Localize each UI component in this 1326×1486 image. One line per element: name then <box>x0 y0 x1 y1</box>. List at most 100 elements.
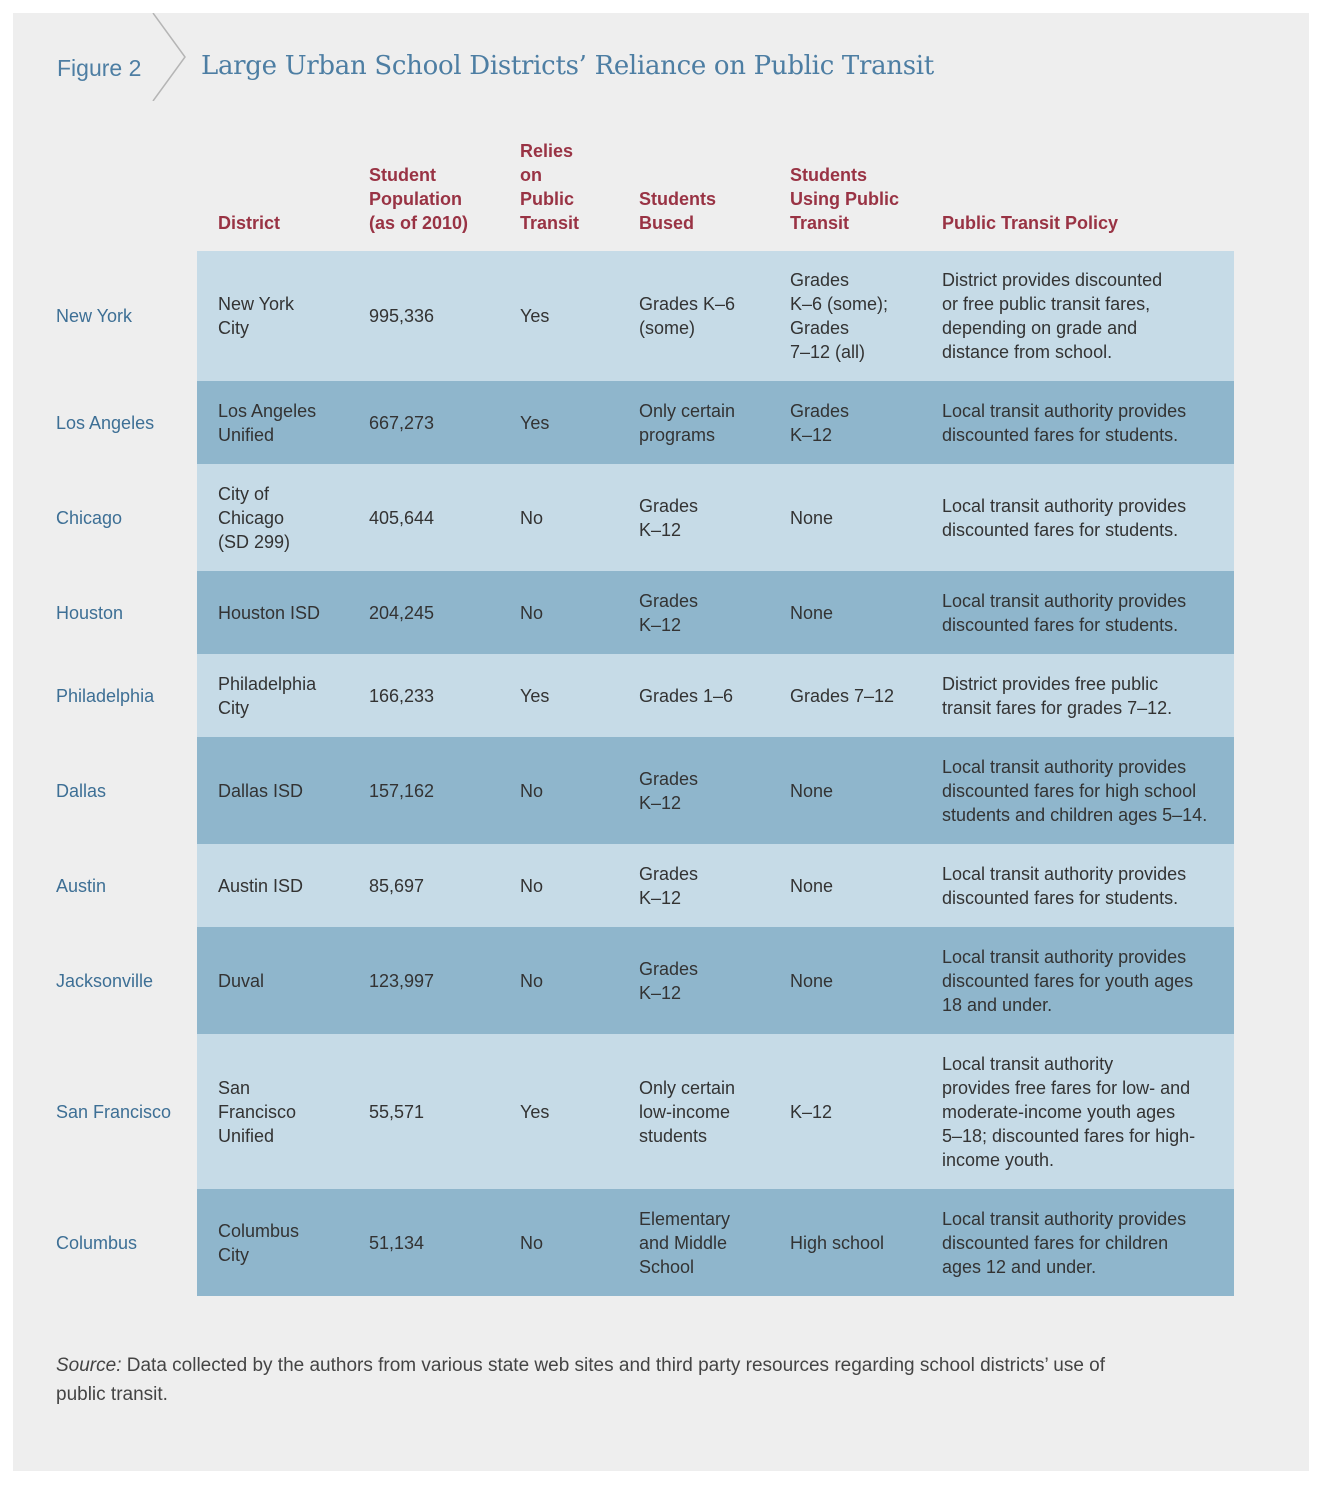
column-header-population: Student Population (as of 2010) <box>369 165 469 233</box>
cell-using: Grades 7–12 <box>790 685 895 706</box>
cell-district: City of Chicago (SD 299) <box>218 483 291 552</box>
cell-policy: Local transit authority provides discoun… <box>942 590 1187 635</box>
cell-bused: Elementary and Middle School <box>639 1208 731 1277</box>
cell-policy: Local transit authority provides discoun… <box>942 756 1208 825</box>
figure-panel: Figure 2 Large Urban School Districts’ R… <box>13 13 1309 1471</box>
cell-population: 667,273 <box>369 412 435 433</box>
cell-population: 55,571 <box>369 1101 425 1122</box>
row-band <box>197 1189 1234 1296</box>
cell-relies: No <box>520 602 544 623</box>
table-row: Austin Austin ISD 85,697 No Grades K–12 … <box>13 844 1309 927</box>
cell-using: K–12 <box>790 1101 833 1122</box>
table-row: New York New York City 995,336 Yes Grade… <box>13 251 1309 381</box>
cell-bused: Only certain programs <box>639 400 736 445</box>
cell-city: San Francisco <box>56 1101 172 1122</box>
cell-population: 405,644 <box>369 507 435 528</box>
cell-relies: No <box>520 780 544 801</box>
cell-population: 995,336 <box>369 306 435 326</box>
cell-bused: Grades K–12 <box>639 863 699 908</box>
column-header-policy: Public Transit Policy <box>942 213 1119 233</box>
cell-using: None <box>790 970 834 991</box>
cell-population: 51,134 <box>369 1232 425 1253</box>
column-header-district: District <box>218 213 281 233</box>
table-row: Houston Houston ISD 204,245 No Grades K–… <box>13 571 1309 654</box>
cell-using: High school <box>790 1232 885 1253</box>
figure-label: Figure 2 <box>57 55 142 81</box>
cell-bused: Only certain low-income students <box>639 1077 736 1146</box>
row-band <box>197 381 1234 464</box>
figure-title: Large Urban School Districts’ Reliance o… <box>201 51 934 81</box>
cell-relies: Yes <box>520 1101 550 1122</box>
cell-population: 204,245 <box>369 602 435 623</box>
cell-using: None <box>790 602 834 623</box>
cell-relies: Yes <box>520 685 550 706</box>
column-header-bused: Students Bused <box>639 189 717 233</box>
cell-policy: District provides free public transit fa… <box>942 673 1173 718</box>
cell-policy: Local transit authority provides discoun… <box>942 400 1187 445</box>
table-row: Jacksonville Duval 123,997 No Grades K–1… <box>13 927 1309 1034</box>
cell-district: Duval <box>218 970 265 991</box>
table-row: Columbus Columbus City 51,134 No Element… <box>13 1189 1309 1296</box>
cell-population: 157,162 <box>369 780 435 801</box>
row-band <box>197 737 1234 844</box>
cell-policy: Local transit authority provides discoun… <box>942 1208 1187 1277</box>
cell-bused: Grades K–12 <box>639 768 699 813</box>
cell-bused: Grades K–12 <box>639 590 699 635</box>
cell-using: None <box>790 875 834 896</box>
table-row: Los Angeles Los Angeles Unified 667,273 … <box>13 381 1309 464</box>
table-row: San Francisco San Francisco Unified 55,5… <box>13 1034 1309 1189</box>
cell-city: Austin <box>56 875 107 896</box>
cell-relies: No <box>520 1232 544 1253</box>
table-row: Dallas Dallas ISD 157,162 No Grades K–12… <box>13 737 1309 844</box>
cell-using: Grades K–12 <box>790 400 850 445</box>
row-band <box>197 251 1234 381</box>
source-text: Data collected by the authors from vario… <box>56 1355 1106 1405</box>
row-band <box>197 571 1234 654</box>
cell-city: Dallas <box>56 780 107 801</box>
cell-district: Columbus City <box>218 1220 300 1265</box>
cell-city: Columbus <box>56 1232 138 1253</box>
cell-district: Houston ISD <box>218 602 321 623</box>
column-header-relies: Relies on Public Transit <box>520 141 580 233</box>
cell-district: Austin ISD <box>218 875 304 896</box>
cell-city: New York <box>56 306 133 326</box>
cell-population: 166,233 <box>369 685 435 706</box>
cell-district: New York City <box>218 294 295 338</box>
row-band <box>197 654 1234 737</box>
cell-policy: District provides discounted or free pub… <box>942 270 1163 362</box>
cell-relies: Yes <box>520 306 550 326</box>
cell-policy: Local transit authority provides discoun… <box>942 495 1187 540</box>
cell-using: Grades K–6 (some); Grades 7–12 (all) <box>790 270 889 362</box>
row-band <box>197 927 1234 1034</box>
cell-district: Los Angeles Unified <box>218 400 317 445</box>
cell-city: Los Angeles <box>56 412 155 433</box>
cell-bused: Grades K–12 <box>639 495 699 540</box>
table-row: Chicago City of Chicago (SD 299) 405,644… <box>13 464 1309 571</box>
cell-policy: Local transit authority provides free fa… <box>942 1053 1196 1170</box>
cell-district: Philadelphia City <box>218 673 317 718</box>
cell-relies: No <box>520 875 544 896</box>
cell-bused: Grades 1–6 <box>639 685 734 706</box>
cell-city: Jacksonville <box>56 970 154 991</box>
row-band <box>197 1034 1234 1189</box>
table-body: New York New York City 995,336 Yes Grade… <box>13 251 1309 1296</box>
chevron-right-icon <box>152 13 186 101</box>
cell-district: Dallas ISD <box>218 780 304 801</box>
cell-relies: No <box>520 970 544 991</box>
row-band <box>197 844 1234 927</box>
cell-bused: Grades K–12 <box>639 958 699 1003</box>
cell-using: None <box>790 507 834 528</box>
column-header-using: Students Using Public Transit <box>790 165 900 233</box>
table-row: Philadelphia Philadelphia City 166,233 Y… <box>13 654 1309 737</box>
cell-district: San Francisco Unified <box>218 1077 297 1146</box>
cell-city: Chicago <box>56 507 123 528</box>
cell-bused: Grades K–6 (some) <box>639 294 736 338</box>
cell-city: Philadelphia <box>56 685 155 706</box>
cell-relies: Yes <box>520 412 550 433</box>
cell-city: Houston <box>56 602 124 623</box>
cell-population: 85,697 <box>369 875 425 896</box>
source-note: Source: Data collected by the authors fr… <box>56 1351 1156 1409</box>
row-band <box>197 464 1234 571</box>
cell-policy: Local transit authority provides discoun… <box>942 863 1187 908</box>
cell-policy: Local transit authority provides discoun… <box>942 946 1194 1015</box>
